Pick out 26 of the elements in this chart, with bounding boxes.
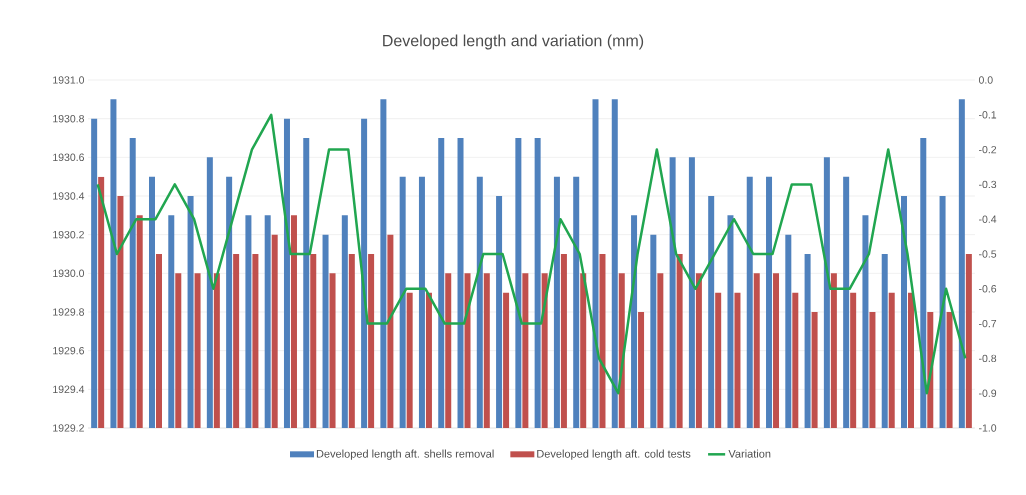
y-tick-label: 1929.6: [53, 346, 85, 355]
y-tick-label: 1931.0: [53, 76, 85, 84]
y-tick-label: 1930.6: [53, 153, 85, 162]
y2-tick-label: 0.0: [978, 76, 993, 84]
y-tick-label: 1929.4: [53, 385, 85, 394]
y2-tick-label: -0.5: [979, 250, 997, 258]
y2-tick-label: -0.4: [979, 215, 997, 223]
y-tick-label: 1930.2: [53, 230, 84, 239]
legend-label: Developed length aft. shells removal: [316, 449, 494, 460]
y-tick-label: 1930.8: [53, 114, 85, 123]
chart-title: Developed length and variation (mm): [383, 34, 644, 50]
y2-tick-label: -0.9: [979, 389, 997, 397]
y2-tick-label: -0.1: [979, 111, 997, 119]
y2-tick-label: -0.6: [979, 285, 997, 293]
legend-label: Variation: [728, 449, 771, 458]
y2-tick-label: -0.2: [979, 145, 997, 154]
y-tick-label: 1929.8: [53, 308, 85, 316]
legend-label: Developed length aft. cold tests: [537, 449, 691, 460]
y2-tick-label: -0.7: [979, 319, 997, 328]
y2-tick-label: -0.3: [979, 180, 997, 189]
y2-tick-label: -0.8: [979, 354, 997, 363]
y-tick-label: 1930.0: [53, 269, 85, 278]
y2-tick-label: -1.0: [979, 424, 997, 432]
line-series: [96, 113, 967, 395]
y-tick-label: 1930.4: [53, 192, 85, 200]
y-tick-label: 1929.2: [53, 424, 84, 432]
